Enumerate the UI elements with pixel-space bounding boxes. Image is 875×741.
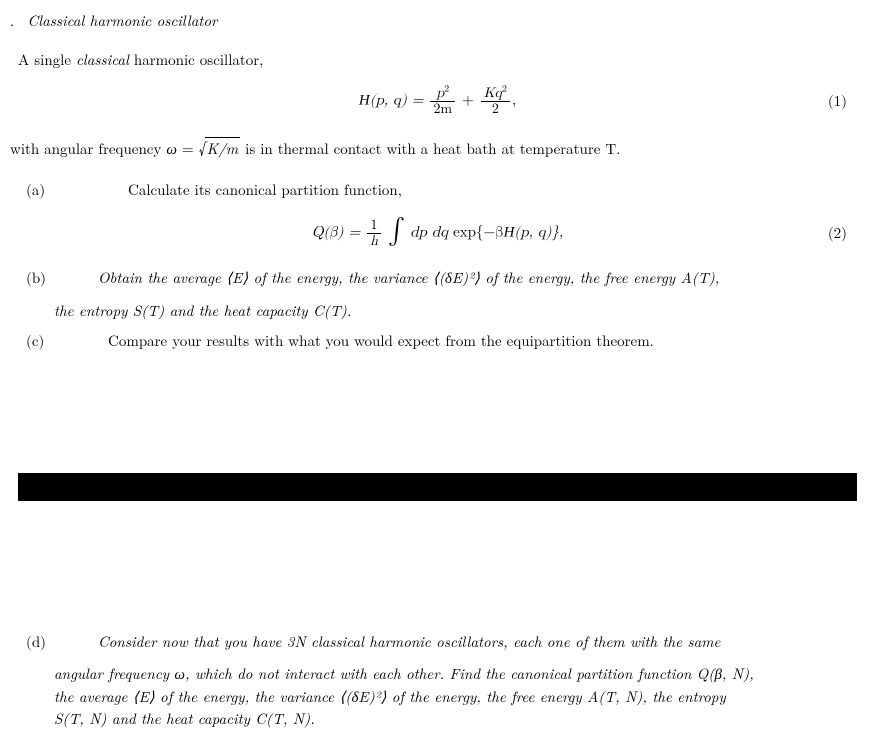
eq1-frac2: Kq22 [481, 86, 510, 116]
part-a: (a) Calculate its canonical partition fu… [18, 179, 857, 202]
part-d-label: (d) [26, 631, 58, 654]
title-period: . [10, 10, 14, 31]
freq-suffix: is in thermal contact with a heat bath a… [240, 138, 620, 159]
equation-1-row: H(p, q) = p22m + Kq22, (1) [18, 79, 857, 123]
part-d-wrap: angular frequency ω, which do not intera… [18, 663, 857, 731]
eq2-dpdq: dp dq [405, 224, 448, 239]
eq2-exp: exp{−β [448, 224, 503, 239]
part-b-line2: the entropy S(T) and the heat capacity C… [54, 300, 351, 321]
intro-suffix: harmonic oscillator, [129, 49, 263, 70]
eq1-plus: + [457, 92, 479, 107]
part-d-line3: the average ⟨E⟩ of the energy, the varia… [54, 686, 857, 709]
eq2-args: (p, q)}, [514, 224, 563, 239]
part-d-line1: Consider now that you have 3N classical … [98, 631, 720, 652]
document-title: . Classical harmonic oscillator [10, 10, 857, 33]
intro-italic: classical [76, 49, 129, 70]
integral-icon: ∫ [388, 221, 405, 242]
part-c-label: (c) [26, 330, 58, 353]
part-a-body: Calculate its canonical partition functi… [128, 179, 857, 202]
equation-2-row: Q(β) = 1h ∫ dp dq exp{−βH(p, q)}, (2) [18, 211, 857, 255]
eq2-number: (2) [828, 222, 847, 245]
part-b-body: Obtain the average ⟨E⟩ of the energy, th… [128, 267, 857, 290]
equation-2: Q(β) = 1h ∫ dp dq exp{−βH(p, q)}, [312, 218, 563, 248]
part-b-label: (b) [26, 267, 58, 290]
intro-prefix: A single [18, 49, 76, 70]
eq2-lhs: Q(β) = [312, 224, 365, 239]
eq1-number: (1) [828, 90, 847, 113]
part-b-line1: Obtain the average ⟨E⟩ of the energy, th… [98, 267, 719, 288]
divider-bar [18, 473, 857, 501]
sqrt-icon: √K/m [199, 135, 241, 161]
frequency-line: with angular frequency ω = √K/m is in th… [10, 135, 857, 161]
part-c-body: Compare your results with what you would… [108, 330, 857, 353]
part-b-wrap: the entropy S(T) and the heat capacity C… [18, 300, 857, 323]
eq1-args: (p, q) = [370, 92, 429, 107]
eq2-H: H [504, 224, 515, 240]
eq1-frac1: p22m [430, 86, 455, 116]
freq-omega: ω [166, 138, 177, 159]
eq2-frac: 1h [367, 218, 381, 248]
intro-line: A single classical harmonic oscillator, [18, 49, 857, 72]
part-d: (d) Consider now that you have 3N classi… [18, 631, 857, 654]
eq1-H: H [359, 92, 370, 108]
part-a-label: (a) [26, 179, 58, 202]
part-d-body: Consider now that you have 3N classical … [118, 631, 857, 654]
title-text: Classical harmonic oscillator [28, 10, 218, 31]
part-b: (b) Obtain the average ⟨E⟩ of the energy… [18, 267, 857, 290]
eq1-comma: , [512, 92, 516, 107]
freq-eq: = [177, 138, 199, 159]
part-c: (c) Compare your results with what you w… [18, 330, 857, 353]
equation-1: H(p, q) = p22m + Kq22, [359, 86, 516, 116]
part-d-line4: S(T, N) and the heat capacity C(T, N). [54, 708, 857, 731]
part-d-line2: angular frequency ω, which do not intera… [54, 663, 857, 686]
freq-prefix: with angular frequency [10, 138, 166, 159]
